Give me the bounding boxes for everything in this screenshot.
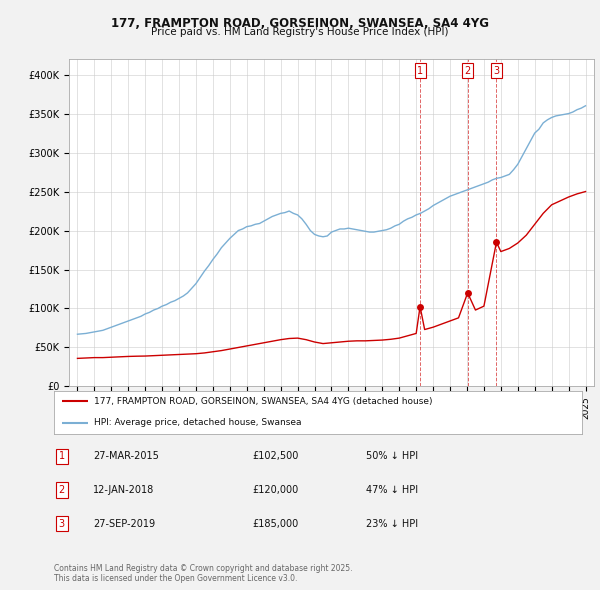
Text: 23% ↓ HPI: 23% ↓ HPI: [366, 519, 418, 529]
Text: 3: 3: [59, 519, 65, 529]
Text: 3: 3: [493, 65, 500, 76]
Text: 47% ↓ HPI: 47% ↓ HPI: [366, 485, 418, 495]
Text: HPI: Average price, detached house, Swansea: HPI: Average price, detached house, Swan…: [94, 418, 301, 427]
Text: 177, FRAMPTON ROAD, GORSEINON, SWANSEA, SA4 4YG: 177, FRAMPTON ROAD, GORSEINON, SWANSEA, …: [111, 17, 489, 30]
Text: 2: 2: [464, 65, 471, 76]
Text: £185,000: £185,000: [252, 519, 298, 529]
Text: 1: 1: [59, 451, 65, 461]
Text: Price paid vs. HM Land Registry's House Price Index (HPI): Price paid vs. HM Land Registry's House …: [151, 27, 449, 37]
Text: 12-JAN-2018: 12-JAN-2018: [93, 485, 154, 495]
Text: 27-SEP-2019: 27-SEP-2019: [93, 519, 155, 529]
Text: 1: 1: [417, 65, 423, 76]
Text: 2: 2: [59, 485, 65, 495]
Text: 177, FRAMPTON ROAD, GORSEINON, SWANSEA, SA4 4YG (detached house): 177, FRAMPTON ROAD, GORSEINON, SWANSEA, …: [94, 397, 432, 406]
Text: £102,500: £102,500: [252, 451, 298, 461]
Text: 27-MAR-2015: 27-MAR-2015: [93, 451, 159, 461]
Text: Contains HM Land Registry data © Crown copyright and database right 2025.
This d: Contains HM Land Registry data © Crown c…: [54, 563, 353, 583]
Text: 50% ↓ HPI: 50% ↓ HPI: [366, 451, 418, 461]
Text: £120,000: £120,000: [252, 485, 298, 495]
